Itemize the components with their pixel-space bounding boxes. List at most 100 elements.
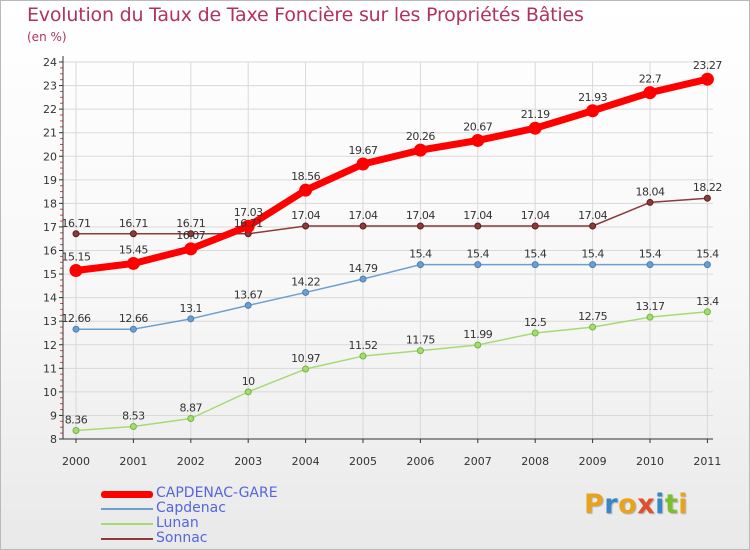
data-label: 20.26 [406, 130, 435, 143]
data-label: 12.66 [62, 312, 91, 325]
legend-item-capdenac: Capdenac [101, 500, 321, 516]
y-tick-label: 22 [43, 103, 57, 116]
data-point [184, 242, 198, 256]
data-label: 13.1 [180, 302, 203, 315]
y-tick-label: 21 [43, 127, 57, 140]
data-label: 17.04 [406, 209, 435, 222]
data-label: 12.5 [524, 316, 547, 329]
x-tick-label: 2011 [693, 455, 721, 468]
data-point [126, 256, 140, 270]
series-line-capdenac-gare [72, 75, 711, 275]
x-tick-label: 2002 [177, 455, 205, 468]
y-tick-label: 15 [43, 268, 57, 281]
legend-label-capdenac-gare: CAPDENAC-GARE [156, 485, 278, 501]
y-tick-label: 13 [43, 315, 57, 328]
y-tick-label: 12 [43, 339, 57, 352]
y-tick-label: 10 [43, 386, 57, 399]
y-tick-label: 9 [50, 409, 57, 422]
data-point [703, 308, 711, 316]
x-tick-label: 2009 [579, 455, 607, 468]
data-label: 15.4 [409, 248, 432, 261]
data-point [244, 301, 252, 309]
data-label: 13.17 [636, 300, 665, 313]
y-tick-label: 23 [43, 80, 57, 93]
data-point [528, 121, 542, 135]
data-label: 12.75 [578, 310, 607, 323]
data-point [416, 261, 424, 269]
data-label: 17.04 [521, 209, 550, 222]
data-label: 10.97 [291, 352, 320, 365]
y-tick-label: 18 [43, 197, 57, 210]
axes: 8 9 10 11 12 13 14 15 16 17 18 19 20 21 22 23 24 2000 2001… [43, 56, 721, 468]
data-label: 13.67 [234, 288, 263, 301]
series-lines [69, 72, 714, 435]
y-tick-label: 17 [43, 221, 57, 234]
legend-label-lunan: Lunan [156, 515, 199, 531]
data-point [416, 347, 424, 355]
data-point [700, 72, 714, 86]
data-label: 8.36 [65, 414, 88, 427]
data-point [703, 261, 711, 269]
data-point [69, 264, 83, 278]
logo-letter: o [618, 489, 638, 520]
data-label: 11.75 [406, 334, 435, 347]
data-label: 19.67 [349, 144, 378, 157]
legend-label-sonnac: Sonnac [156, 530, 208, 546]
x-tick-label: 2000 [62, 455, 90, 468]
y-tick-label: 14 [43, 292, 57, 305]
legend-item-sonnac: Sonnac [101, 530, 321, 546]
legend-item-capdenac-gare: CAPDENAC-GARE [101, 485, 321, 501]
data-point [187, 315, 195, 323]
data-label: 17.03 [234, 206, 263, 219]
y-tick-label: 11 [43, 362, 57, 375]
data-label: 15.4 [524, 248, 547, 261]
data-point [299, 183, 313, 197]
data-label: 12.66 [119, 312, 148, 325]
legend-swatch-lunan [101, 523, 153, 525]
data-point [356, 157, 370, 171]
series-line-lunan [75, 311, 709, 432]
series-line-sonnac [75, 197, 709, 235]
data-label: 16.71 [234, 217, 263, 230]
data-point [646, 261, 654, 269]
data-point [471, 133, 485, 147]
data-label: 22.7 [639, 73, 662, 86]
y-tick-label: 8 [50, 433, 57, 446]
data-point [72, 230, 80, 238]
data-point [586, 104, 600, 118]
data-point [359, 352, 367, 360]
data-label: 16.71 [62, 217, 91, 230]
data-point [474, 222, 482, 230]
data-label: 17.04 [349, 209, 378, 222]
data-labels: 15.15 15.45 16.07 17.03 18.56 19.67 20.26 20.67… [62, 59, 723, 426]
chart-title: Evolution du Taux de Taxe Foncière sur l… [27, 4, 584, 26]
data-point [646, 313, 654, 321]
data-point [72, 427, 80, 435]
data-label: 8.87 [180, 402, 203, 415]
chart-unit-label: (en %) [27, 30, 67, 44]
legend-label-capdenac: Capdenac [156, 500, 226, 516]
x-tick-label: 2004 [292, 455, 320, 468]
data-point [129, 423, 137, 431]
data-point [244, 388, 252, 396]
grid-lines [63, 61, 713, 440]
data-label: 23.27 [693, 59, 722, 72]
logo-letter: i [678, 489, 689, 520]
data-point [531, 329, 539, 337]
data-label: 17.04 [578, 209, 607, 222]
data-point [302, 222, 310, 230]
data-point [359, 275, 367, 283]
x-tick-label: 2005 [349, 455, 377, 468]
data-point [129, 325, 137, 333]
series-line-capdenac [75, 263, 709, 330]
data-label: 11.52 [349, 339, 378, 352]
x-tick-label: 2003 [234, 455, 262, 468]
x-tick-label: 2006 [406, 455, 434, 468]
data-point [703, 194, 711, 202]
data-point [531, 261, 539, 269]
data-point [589, 323, 597, 331]
x-tick-label: 2010 [636, 455, 664, 468]
data-label: 15.4 [581, 248, 604, 261]
data-label: 10 [242, 375, 255, 388]
